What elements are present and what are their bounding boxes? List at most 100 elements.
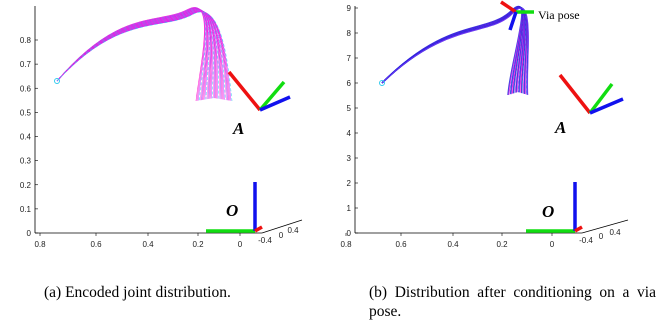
x-ticks: 0.8 0.6 0.4 0.2 0 <box>340 233 555 249</box>
trajectory-bundle <box>56 7 233 102</box>
y-tick-label: 0.3 <box>20 157 32 166</box>
y-tick: 0.1 <box>20 205 38 214</box>
trajectory-sample <box>56 9 214 99</box>
trajectory-sample <box>56 7 205 102</box>
via-pose-frame-axes <box>500 0 534 31</box>
x-tick-label: 0 <box>550 240 555 249</box>
y-ticks: 0 0.1 0.2 0.3 0.4 0.5 0.6 0.7 0.8 <box>20 36 38 238</box>
trajectory-sample <box>56 10 226 100</box>
y-tick-label: 0.6 <box>20 84 32 93</box>
y-tick-label: 0 <box>27 229 32 238</box>
y-tick: 6 <box>347 79 358 88</box>
y-tick: 0.8 <box>20 36 38 45</box>
frame-o-axes <box>206 182 263 233</box>
x-tick: 0.2 <box>192 233 204 249</box>
y-tick-label: 4 <box>347 129 352 138</box>
x-ticks: 0.8 0.6 0.4 0.2 0 <box>34 233 243 249</box>
trajectory-sample <box>56 7 206 101</box>
y-tick: 0 <box>27 229 38 238</box>
y-tick: 9 <box>347 4 358 13</box>
frame-o-axes <box>526 182 583 233</box>
y-tick: 1 <box>347 204 358 213</box>
depth-ticks: -0.4 00.4 <box>258 226 299 245</box>
trajectory-sample <box>56 11 232 101</box>
y-tick-label: 6 <box>347 79 352 88</box>
trajectory-sample <box>56 8 212 99</box>
trajectory-sample <box>381 7 528 95</box>
x-tick: 0.8 <box>340 233 352 249</box>
y-tick: 7 <box>347 54 358 63</box>
trajectory-sample <box>56 7 206 101</box>
x-tick-label: 0.2 <box>192 240 204 249</box>
caption-a: (a) Encoded joint distribution. <box>44 284 231 301</box>
x-tick-label: 0.6 <box>395 240 407 249</box>
panel-a: 0 0.1 0.2 0.3 0.4 0.5 0.6 0.7 0.8 0.8 0.6 0.4 0.2 0 … <box>0 0 329 260</box>
via-pose-label: Via pose <box>538 8 580 22</box>
trajectory-sample <box>381 7 529 95</box>
y-tick: 4 <box>347 129 358 138</box>
x-tick-label: 0.2 <box>496 240 508 249</box>
start-point <box>379 80 385 86</box>
y-tick: 5 <box>347 104 358 113</box>
frame-label-origin: O <box>226 201 238 220</box>
depth-tick-label: -0.4 <box>258 236 272 245</box>
trajectory-sample <box>56 8 211 100</box>
y-tick-label: 0 <box>347 229 352 238</box>
y-tick: 0.6 <box>20 84 38 93</box>
start-point <box>54 78 60 84</box>
trajectory-sample <box>56 9 213 99</box>
y-tick-label: 5 <box>347 104 352 113</box>
depth-tick-label: 0 <box>279 231 284 240</box>
trajectory-sample <box>56 7 207 101</box>
y-tick: 2 <box>347 179 358 188</box>
x-tick: 0.6 <box>395 233 407 249</box>
y-tick: 0.7 <box>20 60 38 69</box>
y-tick-label: 0.4 <box>20 133 32 142</box>
x-tick-label: 0.6 <box>90 240 102 249</box>
y-tick: 3 <box>347 154 358 163</box>
x-tick: 0.4 <box>447 233 459 249</box>
plot-a: 00.10.20.30.40.50.60.70.8 0.8 0.6 0.4 0.2 0 … <box>20 6 303 249</box>
depth-tick-label: -0.4 <box>579 236 593 245</box>
y-tick: 0.4 <box>20 133 38 142</box>
y-tick-label: 0.8 <box>20 36 32 45</box>
caption-b: (b) Distribution after conditioning on a… <box>369 284 656 320</box>
trajectory-sample <box>381 7 528 95</box>
y-tick-label: 3 <box>347 154 352 163</box>
frame-a-axes <box>227 70 291 112</box>
trajectory-sample <box>56 8 209 100</box>
y-ticks: 0 1 2 3 4 5 6 7 8 9 <box>347 4 358 238</box>
trajectory-sample <box>381 7 527 94</box>
trajectory-sample <box>56 8 210 100</box>
y-tick-label: 0.2 <box>20 181 32 190</box>
frame-label-target: A <box>554 118 566 137</box>
x-tick: 0 <box>550 233 555 249</box>
trajectory-sample <box>381 6 524 94</box>
trajectory-sample <box>56 7 208 101</box>
y-tick-label: 0.5 <box>20 108 32 117</box>
trajectory-sample <box>381 7 527 94</box>
trajectory-sample <box>381 7 529 95</box>
y-tick-label: 9 <box>347 4 352 13</box>
x-tick: 0 <box>238 233 243 249</box>
depth-axis <box>581 219 629 234</box>
x-tick: 0.2 <box>496 233 508 249</box>
x-tick-label: 0 <box>238 240 243 249</box>
y-tick-label: 0.1 <box>20 205 32 214</box>
trajectory-sample <box>381 7 528 94</box>
trajectory-sample <box>56 11 233 102</box>
frame-label-origin: O <box>542 202 554 221</box>
depth-axis <box>261 219 303 234</box>
depth-tick-label: 0.4 <box>287 226 299 235</box>
y-tick-label: 7 <box>347 54 352 63</box>
panel-b: 0 1 2 3 4 5 6 7 8 9 0.8 0.6 0.4 0.2 0 -0.4 0 0.4 Via po… <box>328 0 657 260</box>
x-tick: 0.4 <box>142 233 154 249</box>
x-tick-label: 0.8 <box>34 240 46 249</box>
y-tick-label: 0.7 <box>20 60 32 69</box>
x-tick-label: 0.4 <box>447 240 459 249</box>
depth-tick-label: 0 <box>599 232 604 241</box>
trajectory-sample <box>381 7 529 96</box>
trajectory-sample <box>56 8 211 100</box>
y-tick: 0.3 <box>20 157 38 166</box>
